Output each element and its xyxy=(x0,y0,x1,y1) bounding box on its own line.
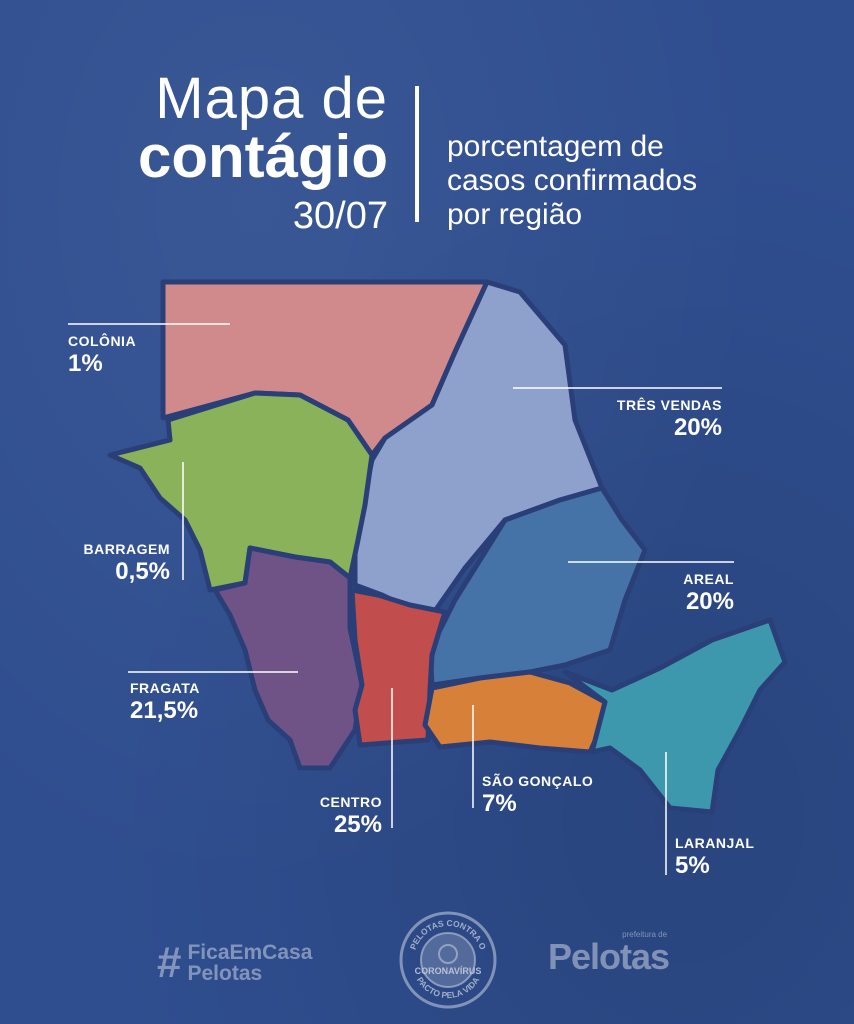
hashtag-icon: # xyxy=(157,938,182,987)
region-name: TRÊS VENDAS xyxy=(616,397,722,413)
hashtag-ficaemcasa: # FicaEmCasa Pelotas xyxy=(157,938,312,988)
label-colonia: COLÔNIA 1% xyxy=(68,334,136,376)
region-name: LARANJAL xyxy=(675,835,755,851)
region-centro[interactable] xyxy=(349,587,448,748)
region-fragata[interactable] xyxy=(212,545,365,771)
region-name: AREAL xyxy=(683,571,734,587)
title-line1: Mapa de xyxy=(155,66,388,131)
hashtag-text: FicaEmCasa Pelotas xyxy=(187,942,312,984)
subtitle: porcentagem de casos confirmados por reg… xyxy=(447,130,697,232)
region-percent: 20% xyxy=(673,414,722,441)
header-divider xyxy=(415,86,419,222)
subtitle-line-3: por região xyxy=(447,198,583,231)
region-name: CENTRO xyxy=(319,794,382,810)
subtitle-line-1: porcentagem de xyxy=(447,130,664,163)
subtitle-line-2: casos confirmados xyxy=(447,164,698,197)
region-name: BARRAGEM xyxy=(83,541,170,557)
coronavirus-seal-logo: PELOTAS CONTRA O CORONAVÍRUS PACTO PELA … xyxy=(399,911,497,1009)
hashtag-line2: Pelotas xyxy=(187,962,263,985)
region-percent: 7% xyxy=(482,790,517,817)
region-name: SÃO GONÇALO xyxy=(482,773,594,789)
header: Mapa de contágio 30/07 porcentagem de ca… xyxy=(0,0,854,240)
label-fragata: FRAGATA 21,5% xyxy=(130,681,200,723)
region-percent: 25% xyxy=(333,811,382,838)
virus-icon xyxy=(438,944,458,964)
seal-center-text: CORONAVÍRUS xyxy=(415,966,482,976)
region-laranjal[interactable] xyxy=(562,617,788,815)
label-centro: CENTRO 25% xyxy=(320,795,382,837)
region-percent: 0,5% xyxy=(115,558,170,585)
title-line2: contágio xyxy=(138,123,388,190)
region-name: FRAGATA xyxy=(130,680,200,696)
title-date: 30/07 xyxy=(292,195,388,237)
region-percent: 21,5% xyxy=(130,697,199,724)
brand-logo: prefeitura de Pelotas xyxy=(548,930,670,977)
region-percent: 1% xyxy=(68,350,103,377)
label-tres-vendas: TRÊS VENDAS 20% xyxy=(617,398,722,440)
label-barragem: BARRAGEM 0,5% xyxy=(84,542,170,584)
region-name: COLÔNIA xyxy=(68,333,137,349)
hashtag-line1: FicaEmCasa xyxy=(187,941,313,964)
region-percent: 20% xyxy=(685,588,734,615)
brand-name: Pelotas xyxy=(548,936,670,977)
region-percent: 5% xyxy=(675,852,710,879)
title-block: Mapa de contágio 30/07 xyxy=(138,70,388,242)
brand-small: prefeitura de xyxy=(622,930,668,939)
label-areal: AREAL 20% xyxy=(683,572,734,614)
label-sao-goncalo: SÃO GONÇALO 7% xyxy=(482,774,593,816)
label-laranjal: LARANJAL 5% xyxy=(675,836,754,878)
